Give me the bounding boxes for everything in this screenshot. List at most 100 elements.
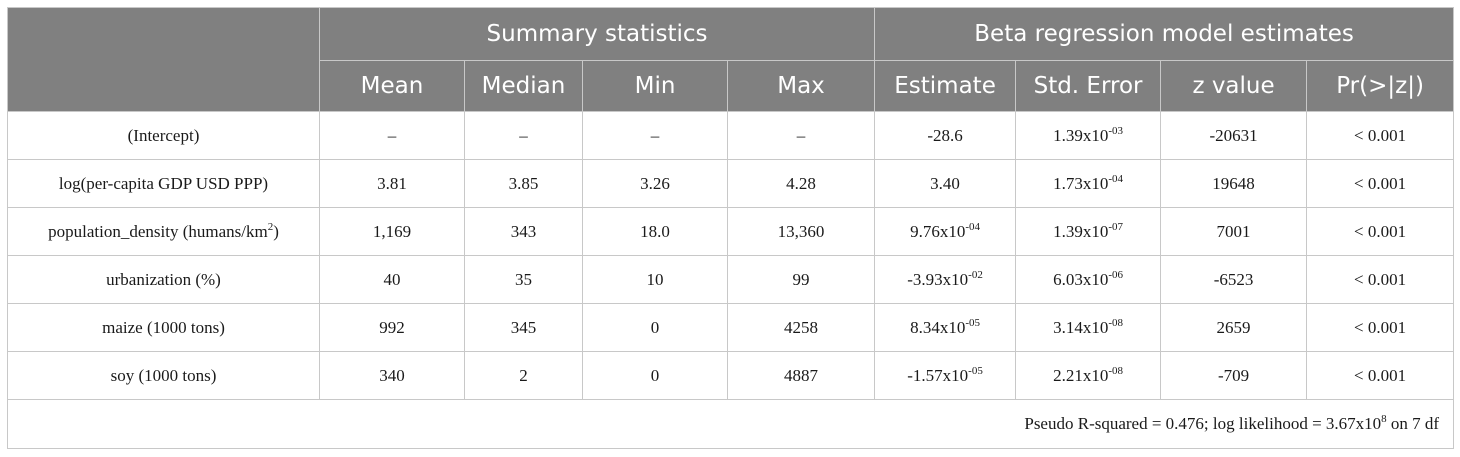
estimate-cell: 8.34x10-05 [874,303,1017,352]
median-cell: – [464,111,583,160]
std-error-base: 2.21x10 [1053,365,1109,385]
min-cell: 3.26 [582,159,728,208]
estimate-base: 3.40 [930,173,960,193]
estimate-exponent: -02 [968,268,983,281]
estimate-exponent: -05 [968,364,983,377]
std-error-exponent: -07 [1108,220,1123,233]
row-label: (Intercept) [7,111,320,160]
z-value-cell: 2659 [1160,303,1308,352]
p-value-cell: < 0.001 [1306,207,1455,256]
estimate-base: -28.6 [927,125,963,145]
min-cell: 0 [582,351,728,400]
table-row: soy (1000 tons) 340 2 0 4887 -1.57x10-05… [7,351,1455,400]
row-label: urbanization (%) [7,255,320,304]
table-row: maize (1000 tons) 992 345 0 4258 8.34x10… [7,303,1455,352]
max-cell: 4258 [726,303,876,352]
row-label: log(per-capita GDP USD PPP) [7,159,320,208]
footnote-prefix: Pseudo R-squared = 0.476; log likelihood… [1024,414,1382,433]
mean-cell: 340 [319,351,465,400]
column-header-mean: Mean [319,60,465,112]
column-header-p-value: Pr(>|z|) [1306,60,1455,112]
max-cell: 13,360 [726,207,876,256]
row-label-superscript: 2 [267,220,274,233]
std-error-exponent: -04 [1108,172,1123,185]
regression-table: Summary statistics Beta regression model… [6,7,1455,449]
estimate-exponent: -04 [965,220,980,233]
std-error-base: 6.03x10 [1053,269,1109,289]
table-row: urbanization (%) 40 35 10 99 -3.93x10-02… [7,255,1455,304]
std-error-base: 1.39x10 [1053,221,1109,241]
corner-header-cell [7,7,320,112]
median-cell: 35 [464,255,583,304]
column-header-min: Min [582,60,728,112]
footnote-row: Pseudo R-squared = 0.476; log likelihood… [6,399,1455,449]
mean-cell: 992 [319,303,465,352]
median-cell: 3.85 [464,159,583,208]
footnote-suffix: on 7 df [1386,414,1440,433]
z-value-cell: -20631 [1160,111,1308,160]
p-value-cell: < 0.001 [1306,111,1455,160]
z-value-cell: 19648 [1160,159,1308,208]
std-error-base: 1.39x10 [1053,125,1109,145]
std-error-exponent: -08 [1108,316,1123,329]
std-error-exponent: -06 [1108,268,1123,281]
min-cell: 18.0 [582,207,728,256]
std-error-base: 1.73x10 [1053,173,1109,193]
min-cell: – [582,111,728,160]
max-cell: 99 [726,255,876,304]
row-label: population_density (humans/km2) [7,207,320,256]
column-header-std-error: Std. Error [1015,60,1162,112]
table-row: log(per-capita GDP USD PPP) 3.81 3.85 3.… [7,159,1455,208]
std-error-cell: 3.14x10-08 [1015,303,1162,352]
estimate-cell: -1.57x10-05 [874,351,1017,400]
beta-regression-header: Beta regression model estimates [874,7,1455,61]
model-fit-footnote: Pseudo R-squared = 0.476; log likelihood… [6,399,1455,449]
std-error-exponent: -03 [1108,124,1123,137]
std-error-cell: 1.73x10-04 [1015,159,1162,208]
estimate-base: -3.93x10 [907,269,969,289]
std-error-cell: 6.03x10-06 [1015,255,1162,304]
column-header-median: Median [464,60,583,112]
estimate-cell: 9.76x10-04 [874,207,1017,256]
row-label-text: population_density (humans/km [48,221,268,241]
max-cell: – [726,111,876,160]
std-error-cell: 1.39x10-07 [1015,207,1162,256]
p-value-cell: < 0.001 [1306,159,1455,208]
row-label-end: ) [273,221,279,241]
footnote-exponent: 8 [1381,413,1387,425]
std-error-base: 3.14x10 [1053,317,1109,337]
min-cell: 0 [582,303,728,352]
p-value-cell: < 0.001 [1306,303,1455,352]
estimate-base: 9.76x10 [910,221,966,241]
min-cell: 10 [582,255,728,304]
std-error-cell: 1.39x10-03 [1015,111,1162,160]
estimate-cell: -3.93x10-02 [874,255,1017,304]
row-label: soy (1000 tons) [7,351,320,400]
max-cell: 4887 [726,351,876,400]
std-error-cell: 2.21x10-08 [1015,351,1162,400]
column-header-estimate: Estimate [874,60,1017,112]
estimate-cell: -28.6 [874,111,1017,160]
estimate-base: -1.57x10 [907,365,969,385]
median-cell: 345 [464,303,583,352]
z-value-cell: -6523 [1160,255,1308,304]
mean-cell: 40 [319,255,465,304]
column-header-max: Max [726,60,876,112]
p-value-cell: < 0.001 [1306,351,1455,400]
z-value-cell: -709 [1160,351,1308,400]
std-error-exponent: -08 [1108,364,1123,377]
median-cell: 2 [464,351,583,400]
max-cell: 4.28 [726,159,876,208]
column-header-z-value: z value [1160,60,1308,112]
p-value-cell: < 0.001 [1306,255,1455,304]
table-row: (Intercept) – – – – -28.6 1.39x10-03 -20… [7,111,1455,160]
mean-cell: 1,169 [319,207,465,256]
z-value-cell: 7001 [1160,207,1308,256]
summary-statistics-header: Summary statistics [318,7,876,61]
row-label: maize (1000 tons) [7,303,320,352]
median-cell: 343 [464,207,583,256]
table-row: population_density (humans/km2) 1,169 34… [7,207,1455,256]
mean-cell: 3.81 [319,159,465,208]
estimate-base: 8.34x10 [910,317,966,337]
estimate-cell: 3.40 [874,159,1017,208]
